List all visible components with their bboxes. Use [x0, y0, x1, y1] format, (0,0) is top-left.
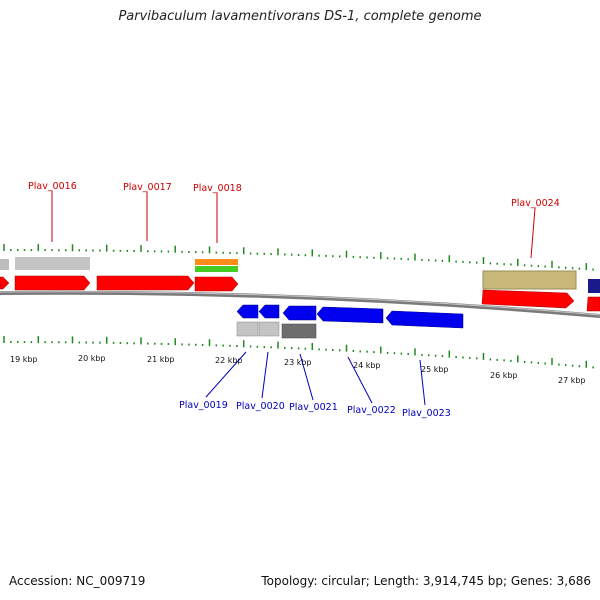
gene-feature-khaki [482, 270, 577, 290]
kbp-label: 22 kbp [215, 356, 243, 365]
gene-label-plav-0020[interactable]: Plav_0020 [236, 401, 285, 412]
genome-backbone [0, 290, 600, 318]
reverse-strand-genes [236, 304, 464, 339]
bottom-gene-labels: Plav_0019 Plav_0020 Plav_0021 Plav_0022 … [179, 351, 451, 419]
gene-feature-dark-grey [281, 323, 317, 339]
gene-feature-grey [236, 321, 259, 337]
gene-label-plav-0023[interactable]: Plav_0023 [402, 408, 451, 419]
accession-text: Accession: NC_009719 [9, 574, 146, 588]
leader-line [261, 351, 269, 399]
gene-feature-navy [588, 279, 600, 293]
kbp-label: 25 kbp [421, 365, 449, 374]
bottom-tick-marks [3, 336, 594, 369]
gene-feature-grey [0, 259, 9, 270]
gene-arrow-plav-0021[interactable] [282, 305, 317, 321]
kbp-scale-labels: 19 kbp 20 kbp 21 kbp 22 kbp 23 kbp 24 kb… [10, 354, 586, 385]
genome-title: Parvibaculum lavamentivorans DS-1, compl… [118, 9, 482, 24]
topology-summary: Topology: circular; Length: 3,914,745 bp… [261, 574, 591, 588]
leader-line [419, 359, 426, 406]
gene-arrow-plav-0020[interactable] [258, 304, 280, 319]
leader-line [347, 356, 373, 404]
gene-feature-grey [258, 321, 280, 337]
leader-line [299, 353, 314, 401]
gene-label-plav-0016[interactable]: Plav_0016 [28, 181, 77, 192]
kbp-label: 27 kbp [558, 376, 586, 385]
gene-arrow-plav-0022[interactable] [316, 306, 384, 324]
gene-arrow-forward[interactable] [0, 276, 10, 290]
gene-feature-green [195, 266, 238, 272]
gene-label-plav-0017[interactable]: Plav_0017 [123, 182, 172, 193]
gene-arrow-plav-0023[interactable] [385, 310, 464, 329]
leader-line [530, 207, 536, 259]
leader-line [205, 351, 247, 398]
gene-arrow-plav-0016[interactable] [14, 275, 91, 291]
kbp-label: 26 kbp [490, 371, 518, 380]
forward-strand-genes [0, 257, 600, 312]
kbp-label: 23 kbp [284, 358, 312, 367]
top-tick-marks [3, 244, 594, 271]
gene-feature-grey [15, 257, 90, 270]
top-gene-labels: Plav_0016 Plav_0017 Plav_0018 Plav_0024 [28, 181, 560, 259]
gene-label-plav-0024[interactable]: Plav_0024 [511, 198, 560, 209]
kbp-label: 19 kbp [10, 355, 38, 364]
gene-label-plav-0021[interactable]: Plav_0021 [289, 402, 338, 413]
gene-arrow-plav-0024[interactable] [481, 289, 575, 309]
gene-arrow-plav-0019[interactable] [236, 304, 259, 319]
gene-arrow-plav-0017[interactable] [96, 275, 195, 291]
kbp-label: 20 kbp [78, 354, 106, 363]
kbp-label: 21 kbp [147, 355, 175, 364]
gene-feature-orange [195, 259, 238, 265]
gene-arrow-plav-0018[interactable] [194, 276, 239, 292]
kbp-label: 24 kbp [353, 361, 381, 370]
gene-label-plav-0019[interactable]: Plav_0019 [179, 400, 228, 411]
gene-label-plav-0022[interactable]: Plav_0022 [347, 405, 396, 416]
genome-backbone-highlight [0, 291, 600, 316]
gene-label-plav-0018[interactable]: Plav_0018 [193, 183, 242, 194]
gene-arrow-forward[interactable] [586, 296, 600, 312]
